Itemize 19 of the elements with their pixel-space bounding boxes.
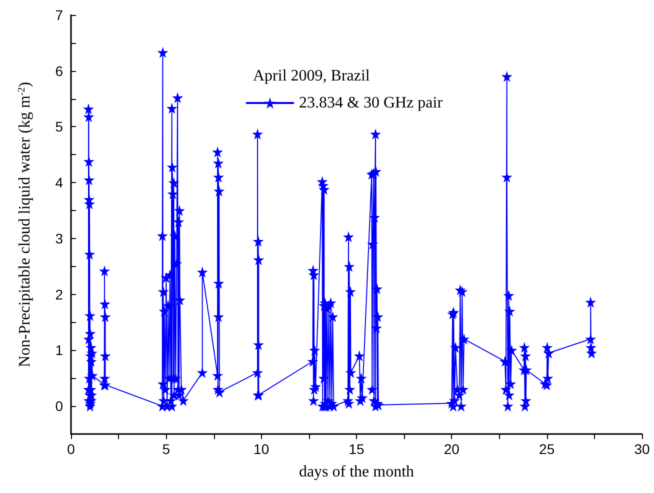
y-tick-label: 4 xyxy=(55,174,64,191)
x-tick-label: 30 xyxy=(634,441,650,457)
x-tick-label: 15 xyxy=(348,441,364,457)
x-tick-label: 5 xyxy=(162,441,170,457)
legend-label: 23.834 & 30 GHz pair xyxy=(299,94,444,112)
x-tick-label: 20 xyxy=(444,441,460,457)
x-tick-label: 0 xyxy=(67,441,76,457)
legend-title: April 2009, Brazil xyxy=(253,68,370,84)
x-axis-title: days of the month xyxy=(298,464,414,480)
y-tick-label: 0 xyxy=(55,398,64,414)
y-tick-label: 6 xyxy=(55,62,64,79)
y-tick-label: 7 xyxy=(55,7,64,23)
x-tick-label: 10 xyxy=(254,441,270,457)
y-tick-label: 1 xyxy=(55,342,64,358)
y-tick-label: 5 xyxy=(55,118,64,135)
y-axis-title: Non-Precipitable cloud liquid water (kg m-2) xyxy=(16,82,34,368)
x-tick-label: 25 xyxy=(539,441,555,457)
y-tick-label: 2 xyxy=(55,286,64,302)
y-tick-label: 3 xyxy=(55,230,64,246)
